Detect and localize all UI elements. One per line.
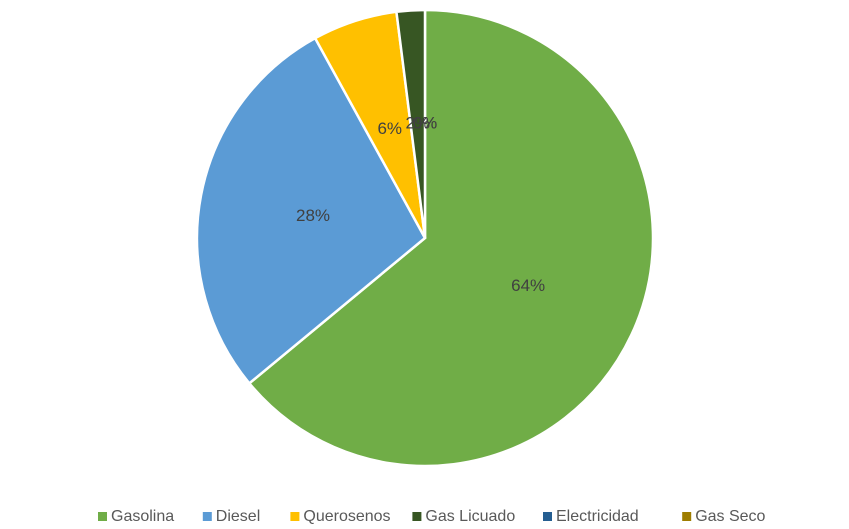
legend-swatch [543,512,552,521]
data-label: 2% [406,114,431,133]
data-label: 6% [377,119,402,138]
data-label: 28% [296,206,330,225]
data-label: 0% [413,113,438,132]
pie-slice [247,8,655,468]
legend-label: Gasolina [111,508,174,525]
legend-label: Querosenos [303,508,390,525]
data-labels: 64%28%6% 2%0%0% [296,113,545,295]
legend-label: Gas Licuado [425,508,515,525]
legend-swatch [412,512,422,521]
data-label: 0% [413,113,438,132]
legend-swatch [98,512,107,521]
legend-swatch [290,512,300,521]
legend-label: Diesel [216,508,260,525]
legend-label: Gas Seco [695,508,765,525]
pie-slice [395,8,427,239]
pie-slice [195,36,427,386]
legend-swatch [202,512,212,521]
legend: Gasolina Diesel Querosenos Gas Licuado Elect… [98,508,766,525]
data-label: 64% [511,276,545,295]
legend-swatch [682,512,692,521]
pie [195,8,655,468]
legend-label: Electricidad [556,508,639,525]
